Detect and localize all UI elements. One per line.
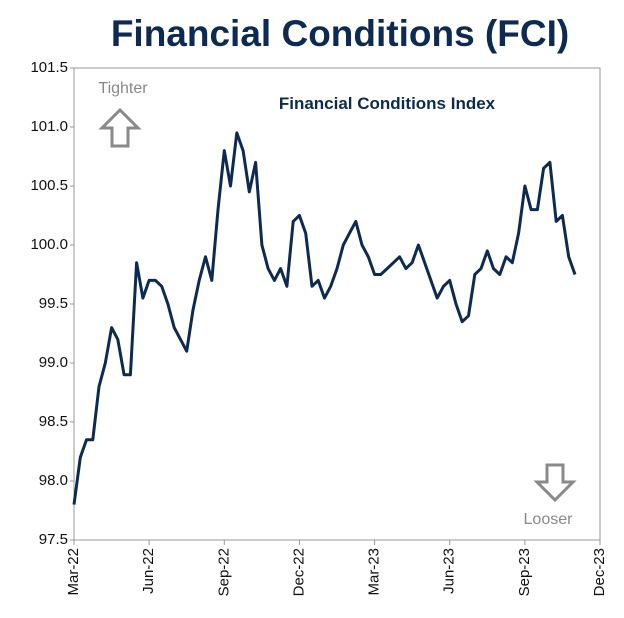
annotation: Looser [524,511,574,528]
plot-frame [73,67,601,541]
chart-title: Financial Conditions (FCI) [111,13,569,54]
y-tick-label: 98.0 [39,472,68,489]
y-tick-label: 97.5 [39,531,68,548]
y-tick-label: 100.5 [30,177,68,194]
x-tick-label: Sep-22 [215,548,232,596]
y-tick-label: 100.0 [30,236,68,253]
annotation: Tighter [98,80,148,97]
y-tick-label: 101.0 [30,118,68,135]
x-tick-label: Sep-23 [516,548,533,596]
y-tick-label: 99.5 [39,295,68,312]
down-arrow [533,463,577,503]
y-tick-label: 99.0 [39,354,68,371]
x-tick-label: Mar-23 [366,548,383,596]
x-tick-label: Dec-22 [290,548,307,596]
series-label: Financial Conditions Index [278,94,496,113]
x-tick-label: Dec-23 [591,548,608,596]
y-tick-label: 98.5 [39,413,68,430]
up-arrow [98,107,142,148]
line [72,131,577,505]
x-tick-label: Jun-23 [441,548,458,594]
y-tick-label: 101.5 [30,59,68,76]
x-tick-label: Mar-22 [65,548,82,596]
x-tick-label: Jun-22 [140,548,157,594]
